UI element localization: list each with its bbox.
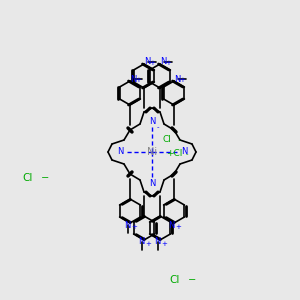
Text: Ni: Ni (147, 147, 157, 157)
Text: −: − (185, 275, 197, 285)
Text: -: - (186, 151, 188, 157)
Text: Cl: Cl (163, 136, 171, 145)
Text: N: N (174, 74, 180, 83)
Text: −: − (38, 173, 50, 183)
Text: N: N (144, 58, 150, 67)
Text: +: + (179, 77, 185, 83)
Text: +: + (149, 60, 155, 66)
Text: N: N (138, 238, 144, 247)
Text: N: N (149, 178, 155, 188)
Text: +: + (175, 224, 181, 230)
Text: -: - (176, 137, 180, 143)
Text: N: N (149, 116, 155, 125)
Text: +: + (161, 241, 167, 247)
Text: N: N (130, 74, 136, 83)
Text: N: N (124, 220, 130, 230)
Text: N: N (117, 148, 123, 157)
Text: +Cl: +Cl (166, 149, 182, 158)
Text: +: + (165, 60, 171, 66)
Text: N: N (154, 238, 160, 247)
Text: N: N (181, 148, 187, 157)
Text: -: - (157, 124, 159, 130)
Text: N: N (168, 220, 174, 230)
Text: Cl: Cl (170, 275, 180, 285)
Text: N: N (160, 58, 166, 67)
Text: Cl: Cl (23, 173, 33, 183)
Text: +: + (145, 241, 151, 247)
Text: +: + (131, 224, 137, 230)
Text: +: + (135, 77, 141, 83)
